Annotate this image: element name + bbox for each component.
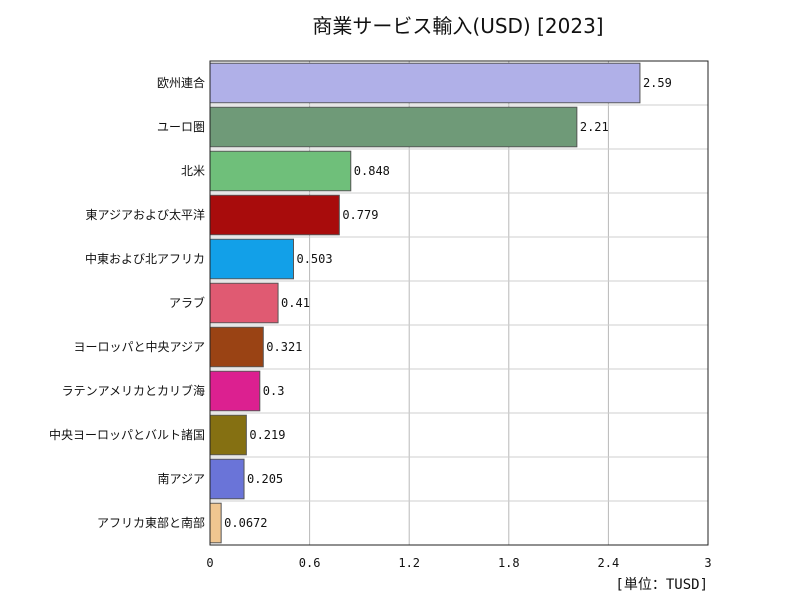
unit-label: [単位：TUSD]: [615, 577, 708, 593]
value-label: 2.59: [643, 76, 672, 90]
value-label: 0.848: [354, 164, 390, 178]
category-label: アラブ: [169, 295, 205, 310]
category-label: 東アジアおよび太平洋: [85, 207, 205, 222]
value-label: 0.321: [266, 340, 302, 354]
x-tick-label: 1.8: [498, 556, 520, 570]
x-tick-labels: 0 0.6 1.2 1.8 2.4 3: [206, 556, 711, 570]
chart-title: 商業サービス輸入(USD) [2023]: [312, 14, 603, 38]
plot-frame: [209, 60, 709, 546]
category-label: 中東および北アフリカ: [85, 251, 205, 266]
value-label: 0.503: [296, 252, 332, 266]
value-label: 0.3: [263, 384, 285, 398]
bar: [209, 502, 222, 544]
category-label: 欧州連合: [157, 75, 205, 90]
category-label: ヨーロッパと中央アジア: [73, 339, 205, 354]
bar: [209, 194, 340, 236]
value-labels: 2.59 2.21 0.848 0.779 0.503 0.41 0.321 0.3 0.219…: [224, 76, 672, 530]
value-label: 0.779: [342, 208, 378, 222]
category-label: アフリカ東部と南部: [97, 515, 205, 530]
value-label: 0.0672: [224, 516, 267, 530]
value-label: 0.219: [249, 428, 285, 442]
bar: [209, 282, 279, 324]
bar: [209, 238, 294, 280]
category-label: 北米: [181, 164, 205, 178]
bars: [209, 62, 641, 544]
bar: [209, 62, 641, 104]
x-tick-label: 3: [704, 556, 711, 570]
value-label: 0.41: [281, 296, 310, 310]
bar: [209, 106, 578, 148]
x-tick-label: 2.4: [598, 556, 620, 570]
value-label: 0.205: [247, 472, 283, 486]
bar: [209, 326, 264, 368]
value-label: 2.21: [580, 120, 609, 134]
x-tick-label: 0.6: [299, 556, 321, 570]
x-tick-label: 0: [206, 556, 213, 570]
category-label: 南アジア: [157, 471, 205, 486]
category-labels: 欧州連合ユーロ圏北米東アジアおよび太平洋中東および北アフリカアラブヨーロッパと中…: [49, 75, 205, 530]
x-tick-label: 1.2: [398, 556, 420, 570]
bar: [209, 150, 352, 192]
grid-lines: [210, 61, 708, 545]
bar: [209, 414, 247, 456]
bar: [209, 370, 261, 412]
category-label: ラテンアメリカとカリブ海: [62, 383, 205, 398]
bar: [209, 458, 245, 500]
category-label: ユーロ圏: [157, 120, 205, 134]
category-label: 中央ヨーロッパとバルト諸国: [49, 427, 205, 442]
